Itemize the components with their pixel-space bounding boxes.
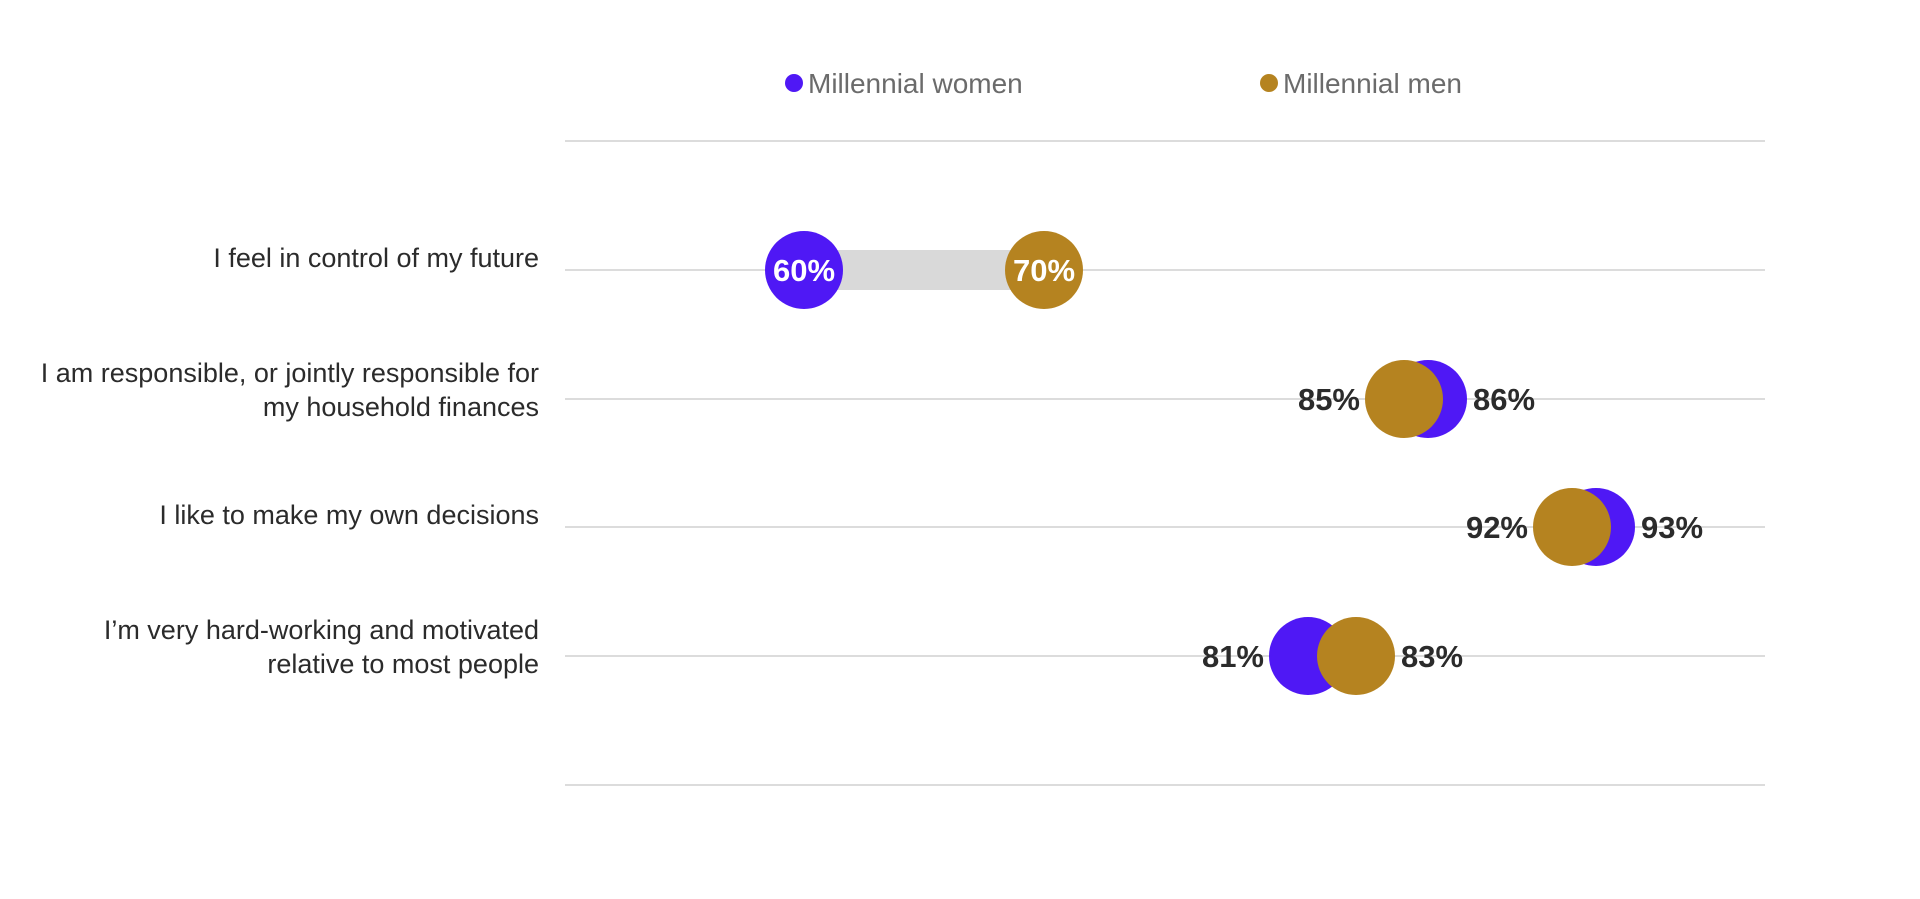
women-value-label-4: 81%: [1202, 639, 1264, 674]
men-value-label-4: 83%: [1401, 639, 1463, 674]
category-label-2-line-1: I am responsible, or jointly responsible…: [41, 358, 539, 388]
category-label-2-line-2: my household finances: [263, 392, 539, 422]
men-value-label-1: 70%: [1013, 253, 1075, 288]
category-label-3: I like to make my own decisions: [159, 500, 539, 530]
category-label-4-line-2: relative to most people: [267, 649, 539, 679]
legend-marker-millennial-men: [1260, 74, 1278, 92]
men-dot-2: [1365, 360, 1443, 438]
women-value-label-2: 86%: [1473, 382, 1535, 417]
men-dot-1: [1005, 231, 1083, 309]
legend-marker-millennial-women: [785, 74, 803, 92]
legend-label-millennial-women: Millennial women: [808, 68, 1023, 99]
connector-bar-1: [804, 250, 1044, 290]
women-dot-1: [765, 231, 843, 309]
category-label-1: I feel in control of my future: [213, 243, 539, 273]
men-value-label-2: 85%: [1298, 382, 1360, 417]
legend-label-millennial-men: Millennial men: [1283, 68, 1462, 99]
women-value-label-1: 60%: [773, 253, 835, 288]
men-dot-3: [1533, 488, 1611, 566]
category-label-4-line-1: I’m very hard-working and motivated: [104, 615, 539, 645]
men-value-label-3: 92%: [1466, 510, 1528, 545]
men-dot-4: [1317, 617, 1395, 695]
women-value-label-3: 93%: [1641, 510, 1703, 545]
